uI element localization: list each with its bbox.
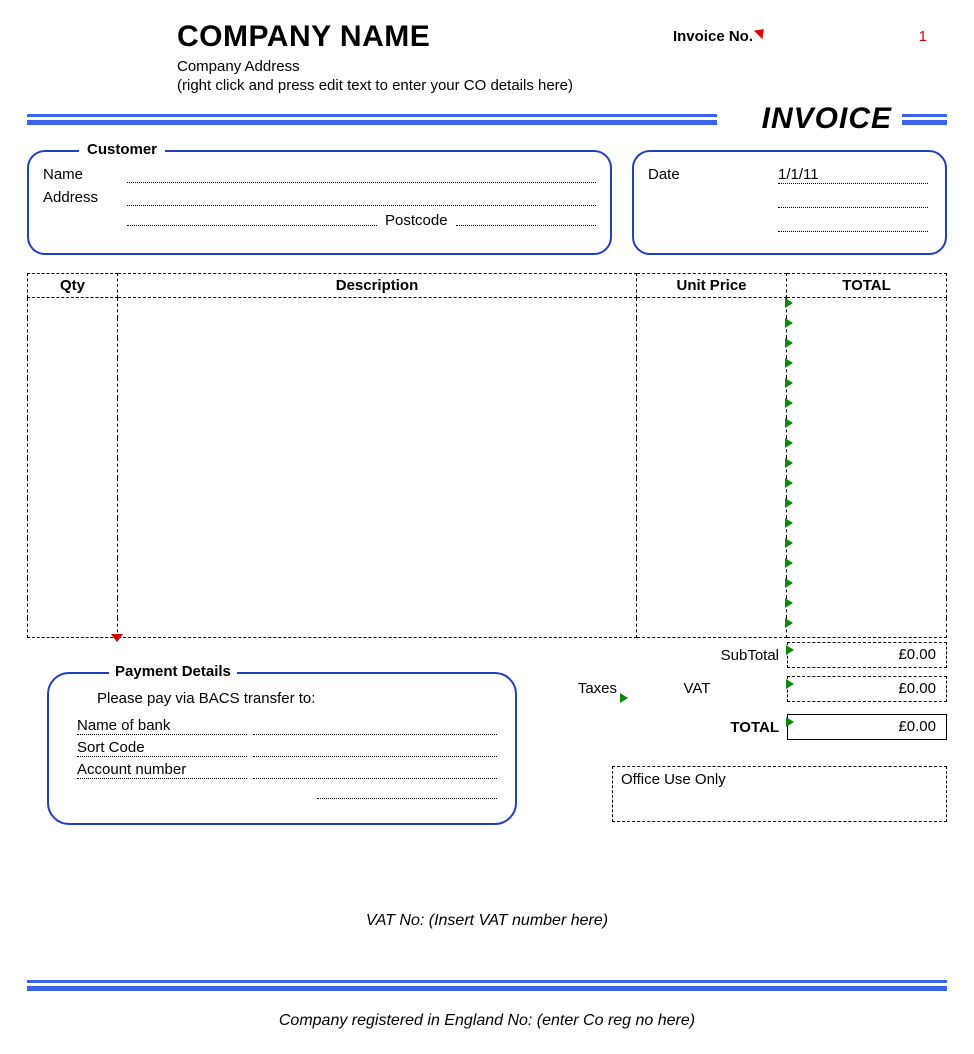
row-total-cell[interactable] xyxy=(787,398,947,418)
bank-name-label: Name of bank xyxy=(77,717,247,735)
row-total-cell[interactable] xyxy=(787,578,947,598)
customer-legend: Customer xyxy=(79,141,165,158)
row-total-cell[interactable] xyxy=(787,318,947,338)
subtotal-label: SubTotal xyxy=(627,647,787,664)
customer-address-field-2[interactable] xyxy=(127,212,377,226)
col-description: Description xyxy=(118,274,637,298)
header: COMPANY NAME Company Address (right clic… xyxy=(27,20,947,104)
date-value[interactable]: 1/1/11 xyxy=(778,166,928,184)
table-row[interactable] xyxy=(28,298,947,318)
row-total-cell[interactable] xyxy=(787,358,947,378)
table-row[interactable] xyxy=(28,538,947,558)
sort-code-label: Sort Code xyxy=(77,739,247,757)
row-total-cell[interactable] xyxy=(787,438,947,458)
table-row[interactable] xyxy=(28,578,947,598)
row-total-cell[interactable] xyxy=(787,418,947,438)
row-total-cell[interactable] xyxy=(787,538,947,558)
table-row[interactable] xyxy=(28,318,947,338)
subtotal-value: £0.00 xyxy=(787,642,947,668)
payment-legend: Payment Details xyxy=(109,663,237,680)
table-row[interactable] xyxy=(28,618,947,638)
company-name: COMPANY NAME xyxy=(177,20,947,54)
customer-name-label: Name xyxy=(43,166,121,183)
col-unit-price: Unit Price xyxy=(637,274,787,298)
company-address: Company Address xyxy=(177,58,947,75)
row-total-cell[interactable] xyxy=(787,378,947,398)
bank-name-field[interactable] xyxy=(253,717,497,735)
table-row[interactable] xyxy=(28,338,947,358)
row-total-cell[interactable] xyxy=(787,518,947,538)
caret-icon xyxy=(754,25,768,39)
invoice-number-value: 1 xyxy=(919,28,927,45)
postcode-field[interactable] xyxy=(456,212,596,226)
row-total-cell[interactable] xyxy=(787,558,947,578)
date-box: Date 1/1/11 xyxy=(632,150,947,255)
footer-rule xyxy=(27,980,947,994)
table-row[interactable] xyxy=(28,598,947,618)
table-row[interactable] xyxy=(28,518,947,538)
table-row[interactable] xyxy=(28,358,947,378)
header-rule: INVOICE xyxy=(27,110,947,140)
company-reg-line: Company registered in England No: (enter… xyxy=(27,1012,947,1030)
office-use-box: Office Use Only xyxy=(612,766,947,822)
total-label: TOTAL xyxy=(627,719,787,736)
payment-details-box: Payment Details Please pay via BACS tran… xyxy=(47,672,517,825)
customer-box: Customer Name Address Postcode xyxy=(27,150,612,255)
col-total: TOTAL xyxy=(787,274,947,298)
total-value: £0.00 xyxy=(787,714,947,740)
table-row[interactable] xyxy=(28,498,947,518)
row-total-cell[interactable] xyxy=(787,458,947,478)
taxes-label: Taxes xyxy=(578,680,617,697)
row-total-cell[interactable] xyxy=(787,338,947,358)
payment-extra-field[interactable] xyxy=(317,787,497,799)
row-total-cell[interactable] xyxy=(787,298,947,318)
customer-address-label: Address xyxy=(43,189,121,206)
table-row[interactable] xyxy=(28,458,947,478)
date-field-2[interactable] xyxy=(778,194,928,208)
col-qty: Qty xyxy=(28,274,118,298)
invoice-heading: INVOICE xyxy=(762,102,892,136)
office-use-label: Office Use Only xyxy=(621,771,726,788)
table-row[interactable] xyxy=(28,438,947,458)
sort-code-field[interactable] xyxy=(253,739,497,757)
table-row[interactable] xyxy=(28,418,947,438)
invoice-number-label: Invoice No. xyxy=(673,28,767,45)
table-row[interactable] xyxy=(28,478,947,498)
line-items-table: Qty Description Unit Price TOTAL xyxy=(27,273,947,638)
row-total-cell[interactable] xyxy=(787,618,947,638)
vat-number-line: VAT No: (Insert VAT number here) xyxy=(27,912,947,930)
vat-value: £0.00 xyxy=(787,676,947,702)
account-number-field[interactable] xyxy=(253,761,497,779)
row-total-cell[interactable] xyxy=(787,598,947,618)
row-total-cell[interactable] xyxy=(787,478,947,498)
row-total-cell[interactable] xyxy=(787,498,947,518)
payment-instruction: Please pay via BACS transfer to: xyxy=(97,690,497,707)
customer-name-field[interactable] xyxy=(127,169,596,183)
postcode-label: Postcode xyxy=(385,212,448,229)
table-row[interactable] xyxy=(28,558,947,578)
corner-marker-icon xyxy=(111,634,123,642)
company-hint: (right click and press edit text to ente… xyxy=(177,77,947,94)
customer-address-field[interactable] xyxy=(127,192,596,206)
date-field-3[interactable] xyxy=(778,218,928,232)
table-row[interactable] xyxy=(28,378,947,398)
account-number-label: Account number xyxy=(77,761,247,779)
table-row[interactable] xyxy=(28,398,947,418)
date-label: Date xyxy=(648,166,708,184)
